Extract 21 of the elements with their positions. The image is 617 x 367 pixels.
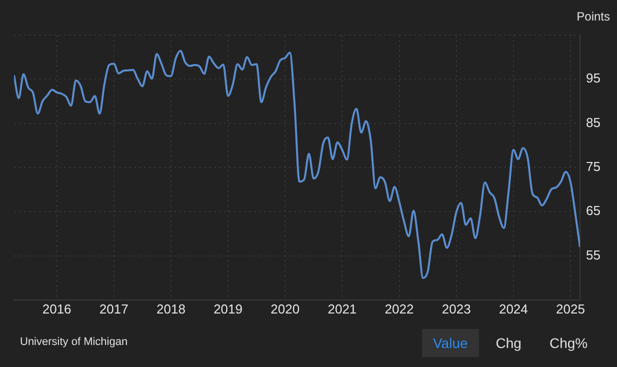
toggle-button[interactable]: Chg% xyxy=(538,329,599,357)
x-tick-label: 2021 xyxy=(328,301,357,316)
x-tick-label: 2024 xyxy=(498,301,528,316)
toggle-button[interactable]: Value xyxy=(422,329,479,357)
x-tick-label: 2016 xyxy=(42,301,72,316)
text: University of Michigan xyxy=(20,336,128,348)
y-tick-label: 65 xyxy=(586,203,600,218)
x-tick-label: 2018 xyxy=(156,301,186,316)
x-tick-label: 2023 xyxy=(442,301,471,316)
x-tick-label: 2017 xyxy=(99,301,128,316)
y-axis-title: Points xyxy=(576,9,610,24)
line-series xyxy=(14,50,580,279)
x-tick-label: 2022 xyxy=(384,301,414,316)
y-tick-label: 75 xyxy=(586,159,600,174)
toggle-button[interactable]: Chg xyxy=(484,329,532,357)
x-tick-label: 2025 xyxy=(556,301,585,316)
x-tick-label: 2020 xyxy=(270,301,300,316)
x-tick-label: 2019 xyxy=(214,301,242,316)
y-tick-label: 55 xyxy=(586,247,600,262)
y-tick-label: 85 xyxy=(586,114,600,130)
y-tick-label: 95 xyxy=(586,70,600,86)
